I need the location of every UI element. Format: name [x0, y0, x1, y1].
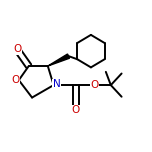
Text: N: N: [53, 79, 60, 89]
Text: O: O: [72, 105, 80, 116]
Text: O: O: [90, 80, 98, 90]
Text: O: O: [11, 75, 19, 85]
Polygon shape: [48, 54, 70, 66]
Text: O: O: [13, 45, 21, 54]
